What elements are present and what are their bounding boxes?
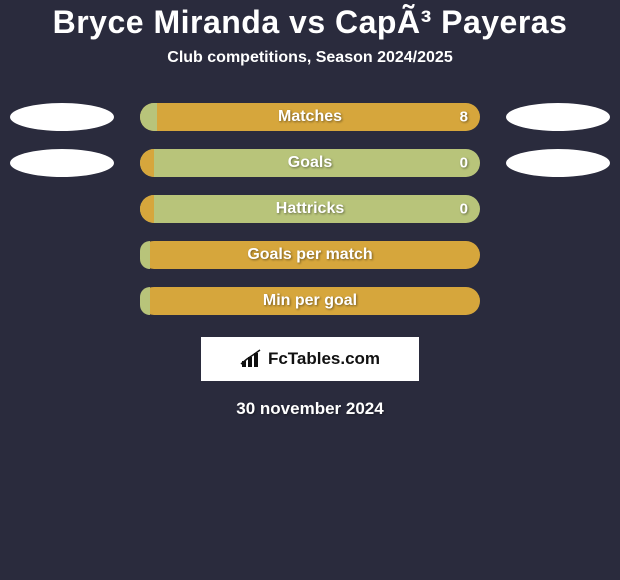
right-ellipse [506, 149, 610, 177]
stat-right-value: 0 [460, 201, 468, 218]
left-ellipse [10, 149, 114, 177]
stat-bar: Min per goal [140, 287, 480, 315]
stat-bar: Goals 0 [140, 149, 480, 177]
left-ellipse [10, 103, 114, 131]
bar-left-fill [140, 195, 154, 223]
stat-label: Goals [288, 154, 332, 172]
comparison-infographic: Bryce Miranda vs CapÃ³ Payeras Club comp… [0, 0, 620, 419]
stat-row: Matches 8 [0, 103, 620, 131]
stat-right-value: 8 [460, 109, 468, 126]
stat-rows: Matches 8 Goals 0 Hattricks 0 Goals per match M… [0, 103, 620, 315]
bar-left-fill [140, 241, 150, 269]
stat-bar: Matches 8 [140, 103, 480, 131]
stat-right-value: 0 [460, 155, 468, 172]
stat-bar: Goals per match [140, 241, 480, 269]
subtitle: Club competitions, Season 2024/2025 [167, 49, 452, 67]
date-label: 30 november 2024 [236, 399, 383, 419]
brand-box: FcTables.com [201, 337, 419, 381]
stat-label: Goals per match [247, 246, 372, 264]
bar-chart-icon [240, 349, 264, 369]
brand-label: FcTables.com [268, 349, 380, 369]
stat-label: Hattricks [276, 200, 344, 218]
bar-left-fill [140, 149, 154, 177]
bar-left-fill [140, 103, 157, 131]
stat-row: Min per goal [0, 287, 620, 315]
stat-label: Min per goal [263, 292, 357, 310]
stat-bar: Hattricks 0 [140, 195, 480, 223]
stat-row: Hattricks 0 [0, 195, 620, 223]
page-title: Bryce Miranda vs CapÃ³ Payeras [53, 4, 568, 41]
stat-row: Goals per match [0, 241, 620, 269]
stat-row: Goals 0 [0, 149, 620, 177]
stat-label: Matches [278, 108, 342, 126]
bar-left-fill [140, 287, 150, 315]
right-ellipse [506, 103, 610, 131]
